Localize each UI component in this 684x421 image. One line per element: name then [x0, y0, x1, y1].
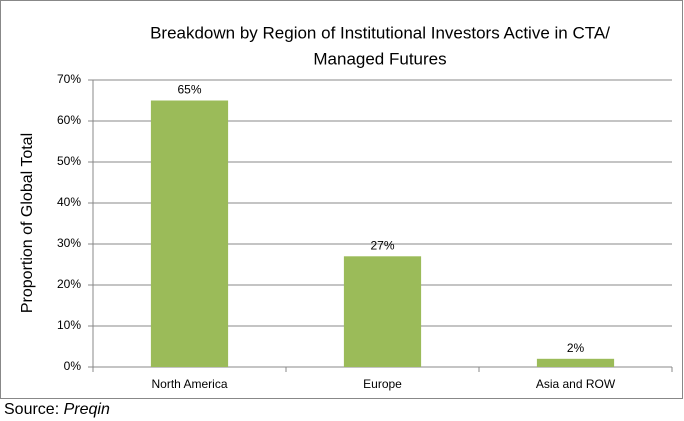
chart-title: Breakdown by Region of Institutional Inv… — [150, 23, 610, 42]
bar — [343, 256, 422, 367]
data-label: 27% — [370, 238, 394, 252]
chart-title: Managed Futures — [313, 49, 446, 68]
y-tick-label: 60% — [57, 113, 81, 127]
bar — [536, 358, 615, 367]
x-tick-label: Asia and ROW — [536, 377, 616, 391]
y-tick-label: 50% — [57, 154, 81, 168]
y-tick-label: 20% — [57, 277, 81, 291]
source: Source: Preqin — [4, 401, 110, 418]
y-tick-label: 30% — [57, 236, 81, 250]
x-tick-label: North America — [151, 377, 227, 391]
source-label: Source: — [4, 401, 59, 418]
source-name: Preqin — [64, 401, 110, 418]
y-axis-label: Proportion of Global Total — [19, 133, 36, 313]
y-tick-label: 10% — [57, 318, 81, 332]
chart-frame — [0, 0, 683, 399]
data-label: 2% — [567, 341, 585, 355]
y-tick-label: 40% — [57, 195, 81, 209]
bar — [150, 100, 229, 367]
data-label: 65% — [177, 83, 201, 97]
y-tick-label: 0% — [64, 359, 82, 373]
x-tick-label: Europe — [363, 377, 402, 391]
y-tick-label: 70% — [57, 72, 81, 86]
